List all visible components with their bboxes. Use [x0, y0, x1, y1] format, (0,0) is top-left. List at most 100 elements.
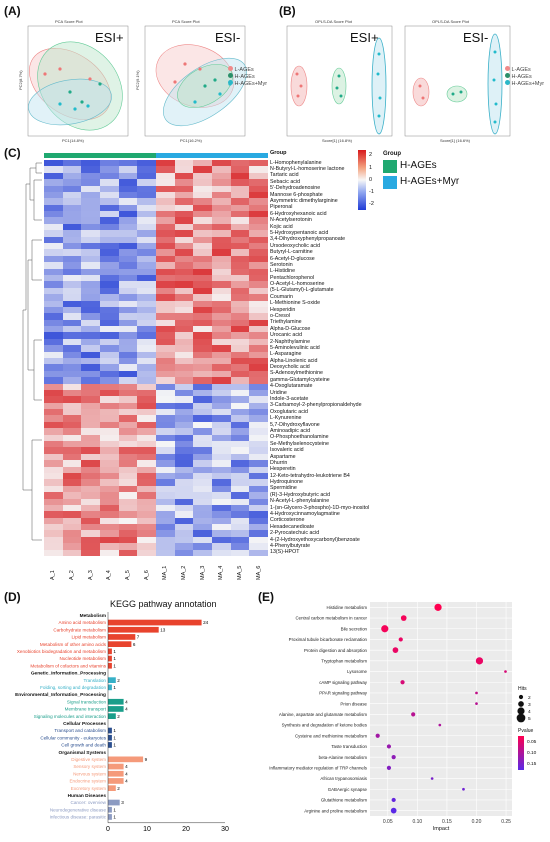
kegg-category-label: Environmental_Information_Processing [15, 692, 106, 698]
heatmap-cell [62, 249, 82, 257]
heatmap-cell [230, 191, 250, 199]
heatmap-cell [118, 485, 138, 493]
panel-a-pca-plots [27, 25, 247, 137]
heatmap-cell [118, 274, 138, 282]
kegg-pathway-label: Signaling molecules and interaction [34, 714, 107, 719]
heatmap-cell [81, 434, 101, 442]
heatmap-cell [174, 472, 194, 480]
heatmap-cell [118, 472, 138, 480]
heatmap-cell [118, 402, 138, 410]
heatmap-cell [230, 472, 250, 480]
heatmap-cell [118, 160, 138, 167]
heatmap-cell [118, 217, 138, 225]
heatmap-cell [81, 492, 101, 499]
heatmap-cell [118, 421, 138, 429]
heatmap-cell [249, 472, 269, 480]
heatmap-cell [230, 453, 250, 461]
heatmap-cell [100, 466, 119, 474]
kegg-bar-value-label: 3 [121, 800, 124, 805]
heatmap-cell [81, 536, 101, 544]
sample-label: MA_2 [181, 565, 187, 580]
heatmap-cell [174, 185, 194, 193]
heatmap-cell [137, 300, 157, 308]
heatmap-cell [212, 313, 231, 320]
heatmap-cell [44, 402, 63, 410]
heatmap-cell [156, 287, 175, 295]
heatmap-cell [81, 543, 101, 550]
heatmap-cell [62, 504, 82, 512]
heatmap-cell [44, 230, 63, 237]
heatmap-cell [100, 415, 119, 423]
heatmap-cell [44, 543, 63, 550]
heatmap-cell [249, 319, 269, 327]
scale-tick-1: 1 [369, 165, 373, 171]
heatmap-cell [174, 434, 194, 442]
heatmap-cell [118, 294, 138, 301]
heatmap-cell [118, 434, 138, 442]
heatmap-cell [137, 287, 157, 295]
bubble-point [475, 702, 478, 705]
heatmap-cell [81, 530, 101, 538]
heatmap-cell [193, 415, 213, 423]
heatmap-cell [62, 524, 82, 531]
heatmap-cell [100, 377, 119, 384]
heatmap-cell [212, 389, 231, 397]
metabolite-label: Aspartame [270, 453, 296, 460]
heatmap-cell [156, 364, 175, 372]
kegg-bar [108, 814, 112, 820]
scale-tick-2: 2 [369, 152, 373, 158]
panel-b-right-xlabel: Score[1] (16.6%) [440, 138, 471, 143]
heatmap-cell [44, 524, 63, 531]
kegg-bar-value-label: 1 [113, 815, 116, 820]
heatmap-cell [100, 479, 119, 487]
bubble-point [386, 744, 392, 749]
heatmap-cell [249, 504, 269, 512]
heatmap-cell [62, 415, 82, 423]
heatmap-cell [156, 389, 175, 397]
sample-label: MA_4 [218, 565, 225, 580]
heatmap-cell [212, 517, 231, 525]
kegg-bar [108, 799, 120, 806]
heatmap-cell [212, 172, 231, 180]
heatmap-cell [249, 415, 269, 423]
heatmap-cell [100, 453, 119, 461]
heatmap-cell [249, 492, 269, 499]
kegg-x-tick: 10 [143, 826, 151, 832]
heatmap-cell [174, 198, 194, 205]
heatmap-cell [137, 319, 157, 327]
heatmap-cell [62, 198, 82, 205]
heatmap-cell [212, 421, 231, 429]
kegg-bar-value-label: 9 [145, 757, 148, 762]
group-legend-swatch-h-ages-myr [383, 176, 397, 189]
kegg-bar-value-label: 1 [113, 743, 116, 748]
heatmap-cell [230, 504, 250, 512]
heatmap-cell [249, 517, 269, 525]
hits-legend-title: Hits [518, 686, 527, 692]
heatmap-cell [100, 364, 119, 372]
heatmap-cell [81, 402, 101, 410]
heatmap-cell [118, 415, 138, 423]
heatmap-cell [174, 255, 194, 263]
metabolite-label: 5-Hydroxypentanoic acid [270, 229, 329, 236]
heatmap-cell [118, 179, 138, 186]
panel-b-right-mode: ESI- [463, 30, 489, 45]
heatmap-cell [230, 370, 250, 378]
heatmap-cell [230, 223, 250, 231]
heatmap-cell [193, 351, 213, 359]
panel-a-right-ylabel: PC2(9.1%) [135, 70, 140, 90]
metabolite-label: Coumarin [270, 293, 293, 300]
heatmap-cell [193, 211, 213, 218]
kegg-bar [108, 626, 159, 633]
heatmap-cell [193, 485, 213, 493]
metabolite-label: Alpha-D-Glucose [270, 325, 311, 332]
heatmap-cell [156, 230, 175, 237]
heatmap-cell [118, 383, 138, 391]
hits-legend-dot [516, 713, 526, 723]
heatmap-cell [249, 389, 269, 397]
heatmap-cell [174, 383, 194, 391]
heatmap-cell [174, 204, 194, 212]
heatmap-cell [230, 198, 250, 205]
metabolite-label: Dhurrin [270, 459, 288, 466]
metabolite-label: L-Kynurenine [270, 415, 302, 422]
heatmap-cell [44, 179, 63, 186]
